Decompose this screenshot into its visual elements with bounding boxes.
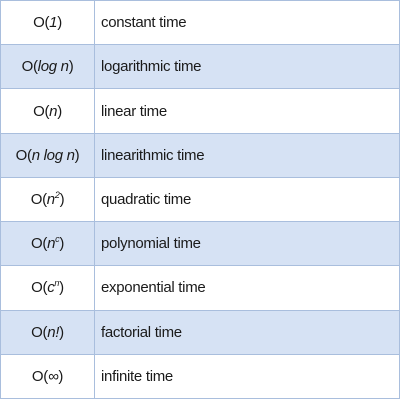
- big-o-arg: n: [46, 190, 55, 208]
- big-o-func: O: [31, 279, 43, 297]
- table-row-infinite: O(∞) infinite time: [0, 353, 400, 400]
- notation-cell: O(nc): [0, 221, 95, 267]
- notation-cell: O(n): [0, 88, 95, 134]
- big-o-arg: 1: [49, 14, 58, 32]
- complexity-name: exponential time: [94, 265, 400, 311]
- big-o-arg: ∞: [47, 367, 59, 385]
- notation-cell: O(log n): [0, 44, 95, 90]
- big-o-func: O: [30, 235, 43, 253]
- complexity-name: logarithmic time: [94, 44, 400, 90]
- big-o-arg: log n: [37, 58, 69, 76]
- big-o-exponent: n: [54, 278, 60, 289]
- notation-cell: O(1): [0, 0, 95, 46]
- complexity-name: linear time: [94, 88, 400, 134]
- table-row-logarithmic: O(log n) logarithmic time: [0, 44, 400, 90]
- complexity-name: polynomial time: [94, 221, 400, 267]
- table-row-linearithmic: O(n log n) linearithmic time: [0, 132, 400, 178]
- big-o-arg: n: [47, 235, 56, 253]
- table-row-polynomial: O(nc) polynomial time: [0, 221, 400, 267]
- big-o-arg: c: [47, 279, 55, 297]
- big-o-func: O: [33, 102, 45, 120]
- notation-cell: O(n2): [0, 176, 95, 223]
- big-o-arg: n log n: [31, 146, 75, 164]
- big-o-func: O: [21, 58, 34, 76]
- big-o-arg: n: [49, 102, 58, 120]
- big-o-exponent: c: [55, 234, 60, 245]
- big-o-func: O: [30, 190, 43, 208]
- complexity-name: factorial time: [94, 309, 400, 355]
- notation-cell: O(cn): [0, 265, 95, 311]
- complexity-name: infinite time: [94, 353, 400, 400]
- table-row-linear: O(n) linear time: [0, 88, 400, 134]
- table-row-factorial: O(n!) factorial time: [0, 309, 400, 355]
- table-row-exponential: O(cn) exponential time: [0, 265, 400, 311]
- table-row-quadratic: O(n2) quadratic time: [0, 176, 400, 223]
- big-o-func: O: [31, 367, 44, 385]
- table-row-constant: O(1) constant time: [0, 0, 400, 46]
- big-o-arg: n!: [47, 323, 60, 341]
- notation-cell: O(∞): [0, 353, 95, 400]
- complexity-name: quadratic time: [94, 176, 400, 223]
- complexity-name: constant time: [94, 0, 400, 46]
- big-o-func: O: [15, 146, 28, 164]
- complexity-name: linearithmic time: [94, 132, 400, 178]
- big-o-func: O: [31, 323, 43, 341]
- big-o-func: O: [33, 14, 45, 32]
- notation-cell: O(n!): [0, 309, 95, 355]
- big-o-exponent: 2: [54, 189, 60, 200]
- notation-cell: O(n log n): [0, 132, 95, 178]
